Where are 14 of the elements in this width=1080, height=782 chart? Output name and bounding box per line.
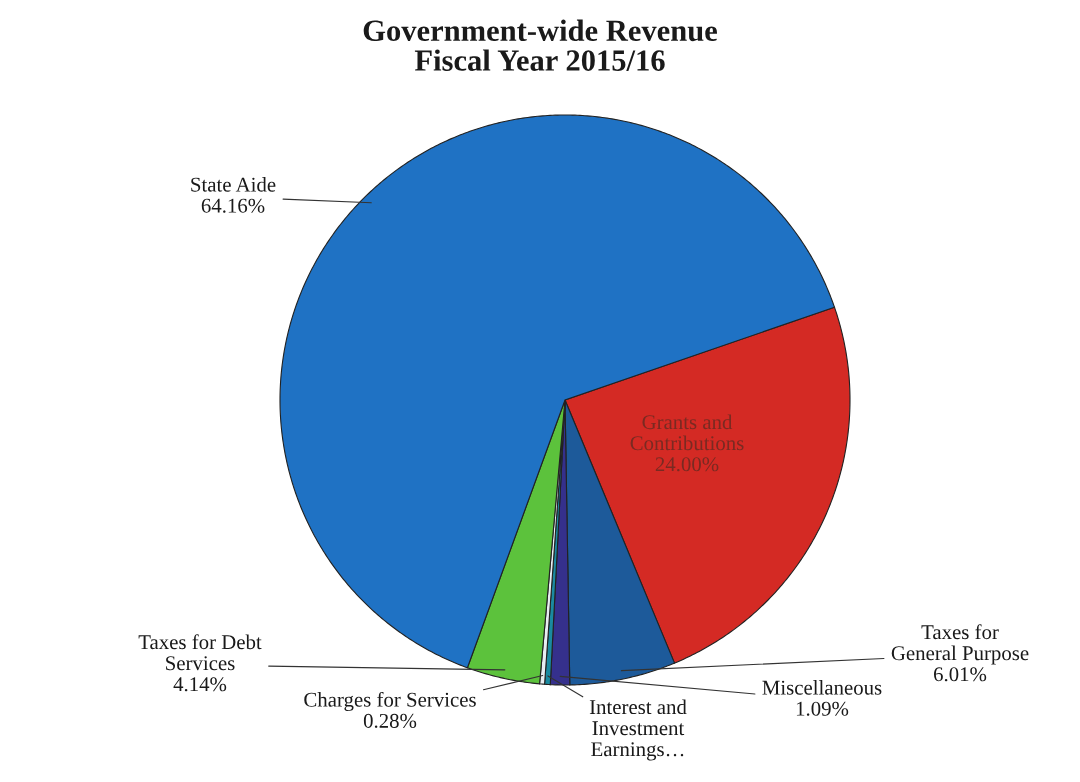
slice-label: Miscellaneous xyxy=(762,680,882,695)
data-label: 64.16% xyxy=(201,198,265,213)
data-label: 1.09% xyxy=(796,701,849,716)
data-label: 6.01% xyxy=(933,667,987,682)
data-label: 4.14% xyxy=(173,677,227,692)
slice-label: Interest and Investment Earnings… xyxy=(589,699,687,761)
slice-label: State Aide xyxy=(191,177,276,192)
slice-label: Taxes for Debt Services xyxy=(138,634,262,671)
chart-title: Government-wide Revenue Fiscal Year 2015/16 xyxy=(363,19,717,71)
data-label: 0.28% xyxy=(363,713,417,728)
slice-label: Charges for Services xyxy=(304,691,476,712)
data-label: 24.00% xyxy=(655,457,719,472)
slice-label: Taxes for General Purpose xyxy=(891,624,1029,665)
slice-label: Grants and Contributions xyxy=(630,414,744,451)
